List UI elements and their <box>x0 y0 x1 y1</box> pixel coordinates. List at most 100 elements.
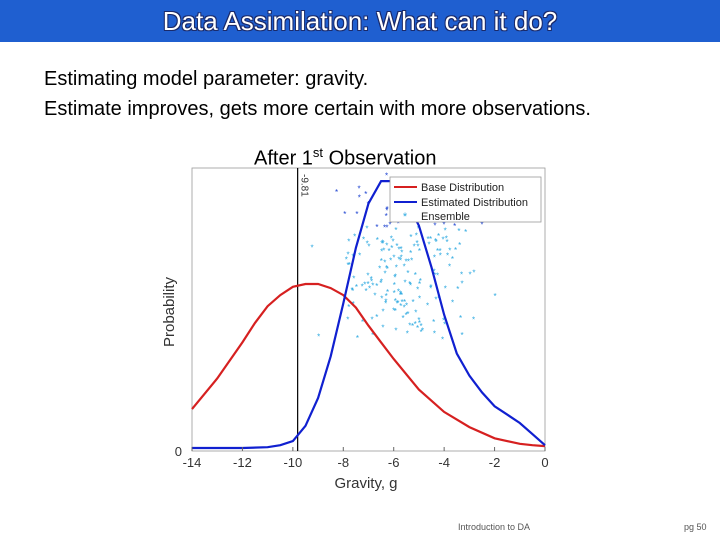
ensemble-member: * <box>397 256 400 265</box>
ensemble-member: * <box>406 310 409 319</box>
ensemble-member: * <box>399 291 402 300</box>
ensemble-member: * <box>459 314 462 323</box>
ensemble-member: * <box>356 334 359 343</box>
ensemble-member: * <box>384 298 387 307</box>
ensemble-member: * <box>433 271 436 280</box>
ensemble-member: * <box>472 269 475 278</box>
ensemble-member: * <box>418 247 421 256</box>
series-base-distribution <box>191 282 546 448</box>
ensemble-member: * <box>400 253 403 262</box>
ensemble-member: * <box>375 223 378 232</box>
ensemble-member: * <box>418 280 421 289</box>
ensemble-member: * <box>395 242 398 251</box>
slide-title: Data Assimilation: What can it do? <box>162 6 558 36</box>
plot-title-main: After 1 <box>254 147 313 170</box>
ensemble-member: * <box>373 291 376 300</box>
ensemble-member: * <box>439 251 442 260</box>
ensemble-member: * <box>397 288 400 297</box>
ensemble-member: * <box>394 327 397 336</box>
ensemble-member: * <box>383 259 386 268</box>
ensemble-member: * <box>418 294 421 303</box>
y-axis-label: Probability <box>161 276 178 347</box>
ensemble-member: * <box>375 313 378 322</box>
ensemble-member: * <box>442 316 445 325</box>
y-tick-0: 0 <box>175 444 182 459</box>
ensemble-member: * <box>375 282 378 291</box>
ensemble-member: * <box>436 247 439 256</box>
ensemble-member: * <box>382 307 385 316</box>
ensemble-member: * <box>394 297 397 306</box>
ensemble-member: * <box>405 311 408 320</box>
bullet-1: Estimating model parameter: gravity. <box>44 68 369 90</box>
ensemble-member: * <box>395 264 398 273</box>
ensemble-member: * <box>437 232 440 241</box>
ensemble-member: * <box>351 287 354 296</box>
plot-title: After 1st Observation <box>254 145 436 171</box>
ensemble-member: * <box>399 302 402 311</box>
ensemble-member: * <box>386 265 389 274</box>
ensemble-member: * <box>355 210 358 219</box>
reference-line-label: -9.81 <box>299 174 310 197</box>
ensemble-member: * <box>406 329 409 338</box>
ensemble-member: * <box>392 254 395 263</box>
footer-page: pg 50 <box>684 522 707 532</box>
plot-title-rest: Observation <box>323 147 437 170</box>
ensemble-member: * <box>403 263 406 272</box>
ensemble-member: * <box>458 241 461 250</box>
ensemble-member: * <box>444 227 447 236</box>
ensemble-member: * <box>416 242 419 251</box>
ensemble-member: * <box>409 281 412 290</box>
ensemble-member: * <box>385 171 388 180</box>
ensemble-member: * <box>384 299 387 308</box>
legend-swatch-ensemble: * <box>403 211 408 223</box>
ensemble-member: * <box>453 222 456 231</box>
ensemble-member: * <box>417 316 420 325</box>
ensemble-member: * <box>380 257 383 266</box>
ensemble-member: * <box>433 330 436 339</box>
ensemble-member: * <box>394 226 397 235</box>
ensemble-member: * <box>411 322 414 331</box>
ensemble-member: * <box>461 280 464 289</box>
ensemble-member: * <box>400 298 403 307</box>
title-bar <box>0 0 720 42</box>
ensemble-member: * <box>426 218 429 227</box>
ensemble-member: * <box>347 251 350 260</box>
ensemble-member: * <box>404 279 407 288</box>
ensemble-member: * <box>433 222 436 231</box>
ensemble-member: * <box>335 188 338 197</box>
ensemble-member: * <box>389 256 392 265</box>
ensemble-member: * <box>427 241 430 250</box>
ensemble-member: * <box>472 316 475 325</box>
ensemble-member: * <box>399 245 402 254</box>
ensemble-member: * <box>448 263 451 272</box>
ensemble-member: * <box>460 271 463 280</box>
ensemble-member: * <box>391 238 394 247</box>
ensemble-member: * <box>361 282 364 291</box>
ensemble-member: * <box>396 299 399 308</box>
ensemble-member: * <box>343 210 346 219</box>
legend-label-estimated: Estimated Distribution <box>421 197 528 209</box>
x-axis-label: Gravity, g <box>334 475 397 492</box>
x-tick-label: -14 <box>183 455 202 470</box>
ensemble-member: * <box>420 328 423 337</box>
ensemble-member: * <box>414 320 417 329</box>
ensemble-member: * <box>317 333 320 342</box>
ensemble-member: * <box>380 239 383 248</box>
ensemble-member: * <box>397 245 400 254</box>
ensemble-member: * <box>410 257 413 266</box>
ensemble-member: * <box>352 274 355 283</box>
ensemble-member: * <box>371 315 374 324</box>
ensemble-member: * <box>409 249 412 258</box>
ensemble-member: * <box>434 295 437 304</box>
ensemble-member: * <box>408 280 411 289</box>
plot-title-sup: st <box>312 145 324 160</box>
ensemble-member: * <box>427 235 430 244</box>
ensemble-member: * <box>414 271 417 280</box>
x-tick-label: -6 <box>388 455 400 470</box>
ensemble-member: * <box>404 257 407 266</box>
ensemble-member: * <box>451 255 454 264</box>
ensemble-member: * <box>429 235 432 244</box>
ensemble-member: * <box>409 233 412 242</box>
ensemble-member: * <box>358 193 361 202</box>
ensemble-member: * <box>436 271 439 280</box>
